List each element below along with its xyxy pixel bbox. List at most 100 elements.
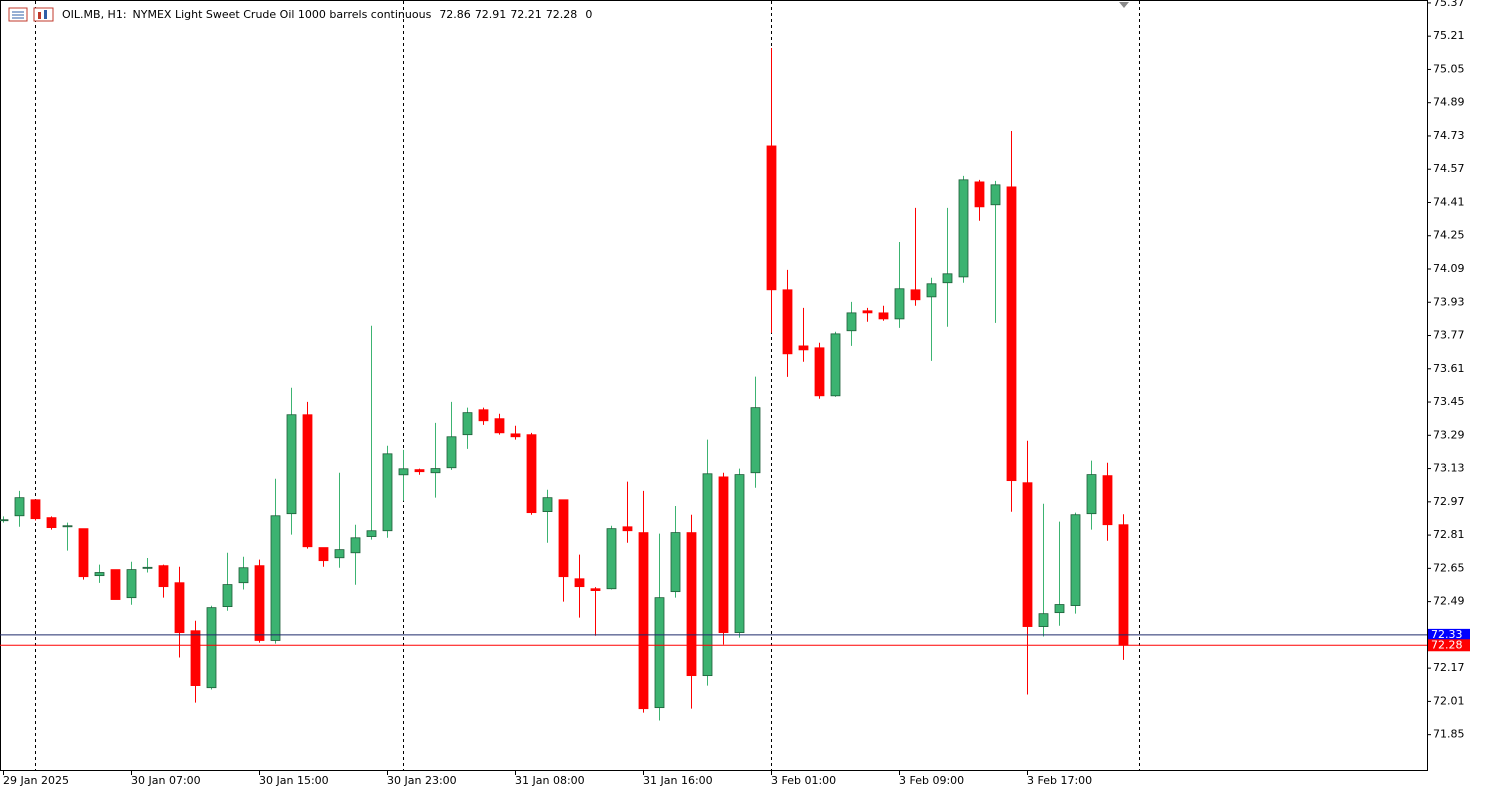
candle-body	[350, 537, 361, 554]
candle-body	[734, 474, 745, 633]
candle-body	[334, 549, 345, 559]
candle-body	[990, 184, 1001, 206]
candle-body	[1070, 514, 1081, 606]
candle-body	[190, 630, 201, 686]
y-tick-label: 73.13	[1433, 462, 1465, 475]
candle-body	[510, 433, 521, 438]
y-tick-label: 74.57	[1433, 162, 1465, 175]
y-tick-label: 73.93	[1433, 295, 1465, 308]
chart-header: OIL.MB, H1: NYMEX Light Sweet Crude Oil 1…	[62, 8, 592, 21]
candle-body	[1102, 475, 1113, 526]
icon	[33, 7, 54, 22]
candle-body	[1054, 604, 1065, 614]
x-tick-label: 31 Jan 08:00	[515, 774, 585, 787]
candle-body	[926, 283, 937, 298]
candle-body	[254, 565, 265, 641]
y-tick-label: 73.29	[1433, 428, 1465, 441]
candle-body	[30, 499, 41, 520]
x-tick-label: 31 Jan 16:00	[643, 774, 713, 787]
candle-body	[0, 519, 9, 522]
candle-body	[782, 289, 793, 355]
y-tick-label: 74.09	[1433, 262, 1465, 275]
y-tick-label: 73.61	[1433, 362, 1465, 375]
candle-body	[702, 473, 713, 677]
candle-body	[798, 345, 809, 351]
candle-body	[110, 569, 121, 600]
candle-body	[318, 547, 329, 562]
candles	[0, 48, 1129, 721]
candle-body	[1006, 186, 1017, 482]
candle-body	[366, 530, 377, 537]
candle-body	[206, 607, 217, 689]
y-tick-label: 74.25	[1433, 229, 1465, 242]
candle-body	[894, 288, 905, 320]
candle-body	[622, 526, 633, 532]
candle-body	[942, 273, 953, 284]
candle-body	[462, 412, 473, 436]
candle-body	[286, 414, 297, 515]
icon	[44, 10, 47, 19]
candle-body	[846, 312, 857, 332]
y-tick-label: 75.05	[1433, 62, 1465, 75]
x-tick-label: 29 Jan 2025	[3, 774, 69, 787]
plot-frame	[0, 0, 1428, 771]
candle-body	[1118, 524, 1129, 646]
candle-body	[174, 582, 185, 633]
description: NYMEX Light Sweet Crude Oil 1000 barrels…	[133, 8, 432, 21]
candle-body	[78, 528, 89, 578]
y-tick-label: 72.81	[1433, 528, 1465, 541]
header-icons	[8, 7, 54, 22]
header-close: 72.28	[546, 8, 578, 21]
candle-body	[398, 468, 409, 476]
x-tick-label: 30 Jan 07:00	[131, 774, 201, 787]
ask-label: 72.33	[1431, 628, 1463, 641]
icon	[38, 12, 41, 19]
candle-body	[62, 525, 73, 528]
x-tick-label: 30 Jan 15:00	[259, 774, 329, 787]
candle-body	[222, 584, 233, 608]
candle-body	[14, 497, 25, 517]
candle-body	[46, 517, 57, 529]
candle-body	[750, 407, 761, 474]
y-tick-label: 72.49	[1433, 595, 1465, 608]
y-tick-label: 75.21	[1433, 29, 1465, 42]
candle-body	[494, 418, 505, 434]
shift-marker	[1119, 2, 1129, 8]
candle-body	[1022, 482, 1033, 627]
y-tick-label: 74.73	[1433, 129, 1465, 142]
bid-label: 72.28	[1431, 638, 1463, 651]
y-tick-label: 71.85	[1433, 728, 1465, 741]
y-tick-label: 73.45	[1433, 395, 1465, 408]
candle-body	[94, 572, 105, 577]
header-high: 72.91	[475, 8, 507, 21]
candle-body	[558, 499, 569, 578]
x-tick-label: 30 Jan 23:00	[387, 774, 457, 787]
header-low: 72.21	[510, 8, 542, 21]
x-tick-label: 3 Feb 17:00	[1027, 774, 1092, 787]
candle-body	[542, 497, 553, 513]
y-tick-label: 72.17	[1433, 661, 1465, 674]
candle-body	[862, 310, 873, 314]
x-tick-label: 3 Feb 09:00	[899, 774, 964, 787]
candle-body	[718, 476, 729, 633]
y-tick-label: 74.41	[1433, 195, 1465, 208]
candle-body	[654, 597, 665, 709]
x-tick-label: 3 Feb 01:00	[771, 774, 836, 787]
candle-body	[270, 515, 281, 641]
candle-body	[878, 312, 889, 320]
candle-body	[814, 347, 825, 397]
candle-body	[238, 567, 249, 584]
candle-body	[526, 434, 537, 514]
candle-body	[574, 578, 585, 588]
candle-body	[1086, 474, 1097, 515]
candle-body	[1038, 613, 1049, 627]
candle-body	[126, 569, 137, 599]
candle-body	[142, 566, 153, 569]
y-tick-label: 72.01	[1433, 694, 1465, 707]
y-tick-label: 74.89	[1433, 96, 1465, 109]
header-value: 0	[585, 8, 592, 21]
candle-body	[670, 532, 681, 593]
y-tick-label: 73.77	[1433, 329, 1465, 342]
